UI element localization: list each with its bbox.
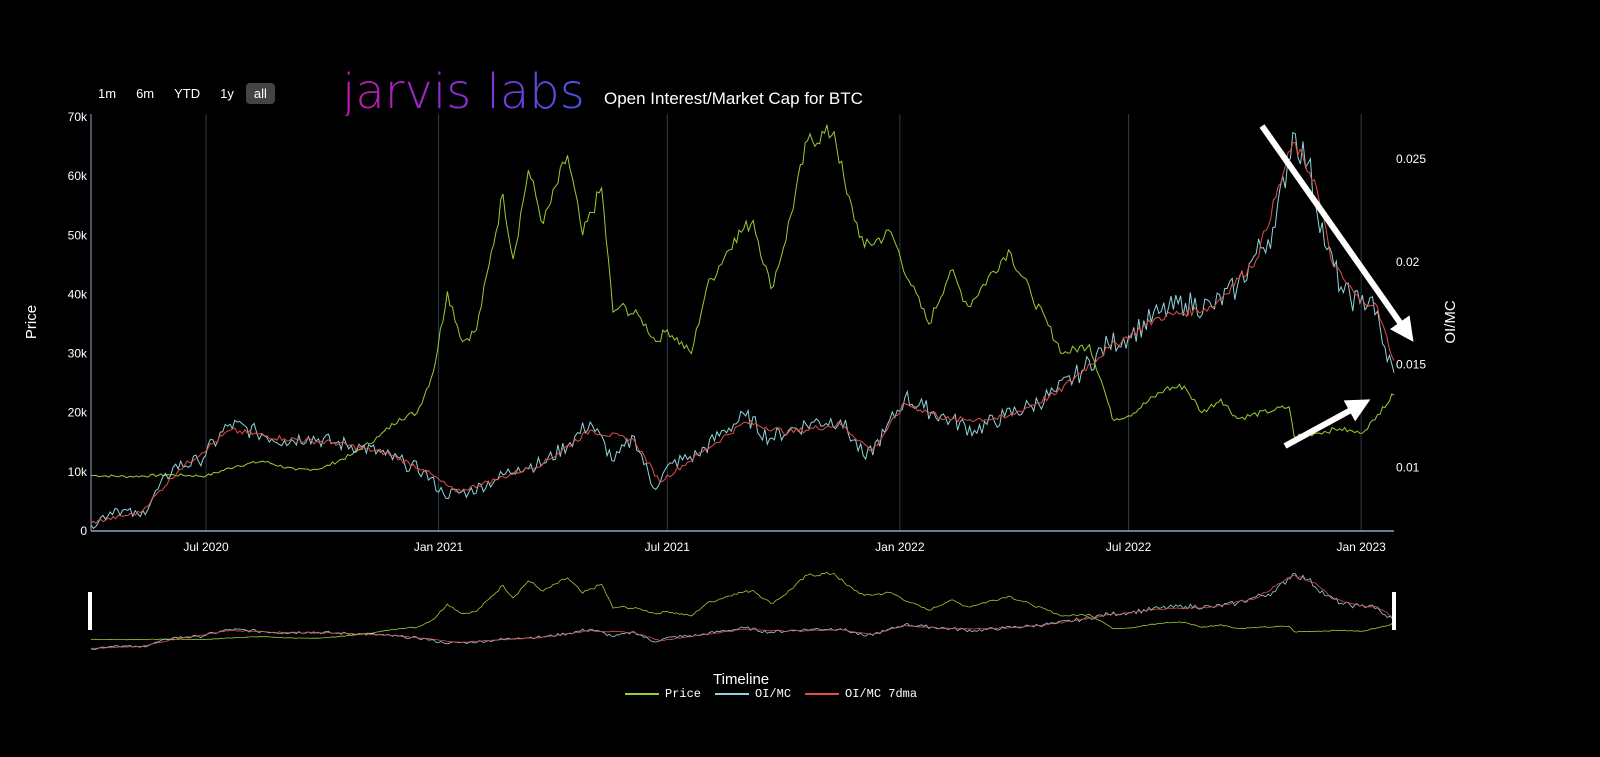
y-left-tick-label: 40k: [68, 287, 88, 301]
range-slider-left-handle: [88, 592, 92, 630]
x-tick-label: Jan 2023: [1336, 540, 1386, 554]
y-right-tick-label: 0.015: [1396, 358, 1426, 372]
legend-label-oimc-7dma: OI/MC 7dma: [845, 687, 918, 701]
legend-swatch-price: [625, 693, 659, 695]
range-selector: 1m 6m YTD 1y all: [90, 83, 275, 104]
annotation-arrow-down: [1259, 124, 1414, 342]
series-line-oi-mc-7dma: [90, 141, 1395, 524]
legend: Price OI/MC OI/MC 7dma: [625, 687, 917, 701]
range-slider[interactable]: [88, 571, 1396, 650]
chart-title: Open Interest/Market Cap for BTC: [604, 89, 863, 108]
axis-layer: Jul 2020 Jan 2021 Jul 2021 Jan 2022 Jul 2022…: [23, 110, 1459, 554]
y-right-axis-title: OI/MC: [1442, 300, 1459, 343]
legend-item-price[interactable]: Price: [625, 687, 701, 701]
y-left-tick-label: 0: [80, 524, 87, 538]
x-tick-label: Jul 2020: [183, 540, 229, 554]
range-slider-label: Timeline: [713, 671, 770, 688]
range-button-ytd[interactable]: YTD: [174, 86, 201, 101]
series-layer: [90, 124, 1395, 530]
y-right-tick-label: 0.01: [1396, 460, 1420, 474]
range-button-6m[interactable]: 6m: [136, 86, 155, 101]
y-left-tick-label: 70k: [68, 110, 88, 124]
legend-item-oimc-7dma[interactable]: OI/MC 7dma: [805, 687, 917, 701]
range-slider-right-handle: [1392, 592, 1396, 630]
range-button-all[interactable]: all: [245, 83, 275, 104]
y-left-axis-title: Price: [23, 305, 40, 339]
legend-label-price: Price: [665, 687, 702, 701]
x-tick-label: Jan 2021: [414, 540, 464, 554]
legend-item-oimc[interactable]: OI/MC: [715, 687, 791, 701]
legend-label-oimc: OI/MC: [755, 687, 792, 701]
y-left-tick-label: 10k: [68, 465, 88, 479]
series-line-oi-mc: [90, 131, 1395, 530]
legend-swatch-oimc-7dma: [805, 693, 840, 695]
series-line-oi-mc-7dma-mini: [90, 575, 1395, 649]
annotation-arrow-up: [1283, 399, 1371, 449]
y-left-tick-label: 20k: [68, 406, 88, 420]
annotation-layer: [1259, 124, 1414, 449]
x-tick-label: Jan 2022: [875, 540, 925, 554]
series-line-price-mini: [90, 571, 1395, 641]
series-line-price: [90, 124, 1395, 479]
y-left-tick-label: 60k: [68, 169, 88, 183]
y-right-tick-label: 0.02: [1396, 255, 1420, 269]
x-tick-label: Jul 2021: [645, 540, 691, 554]
y-right-tick-label: 0.025: [1396, 152, 1426, 166]
range-button-1y[interactable]: 1y: [220, 86, 234, 101]
x-tick-label: Jul 2022: [1106, 540, 1152, 554]
jarvis-labs-logo: jarvis labs: [342, 64, 585, 120]
y-left-tick-label: 50k: [68, 228, 88, 242]
range-button-1m[interactable]: 1m: [98, 86, 117, 101]
legend-swatch-oimc: [715, 693, 750, 695]
y-left-tick-label: 30k: [68, 347, 88, 361]
grid-layer: [205, 114, 1362, 531]
